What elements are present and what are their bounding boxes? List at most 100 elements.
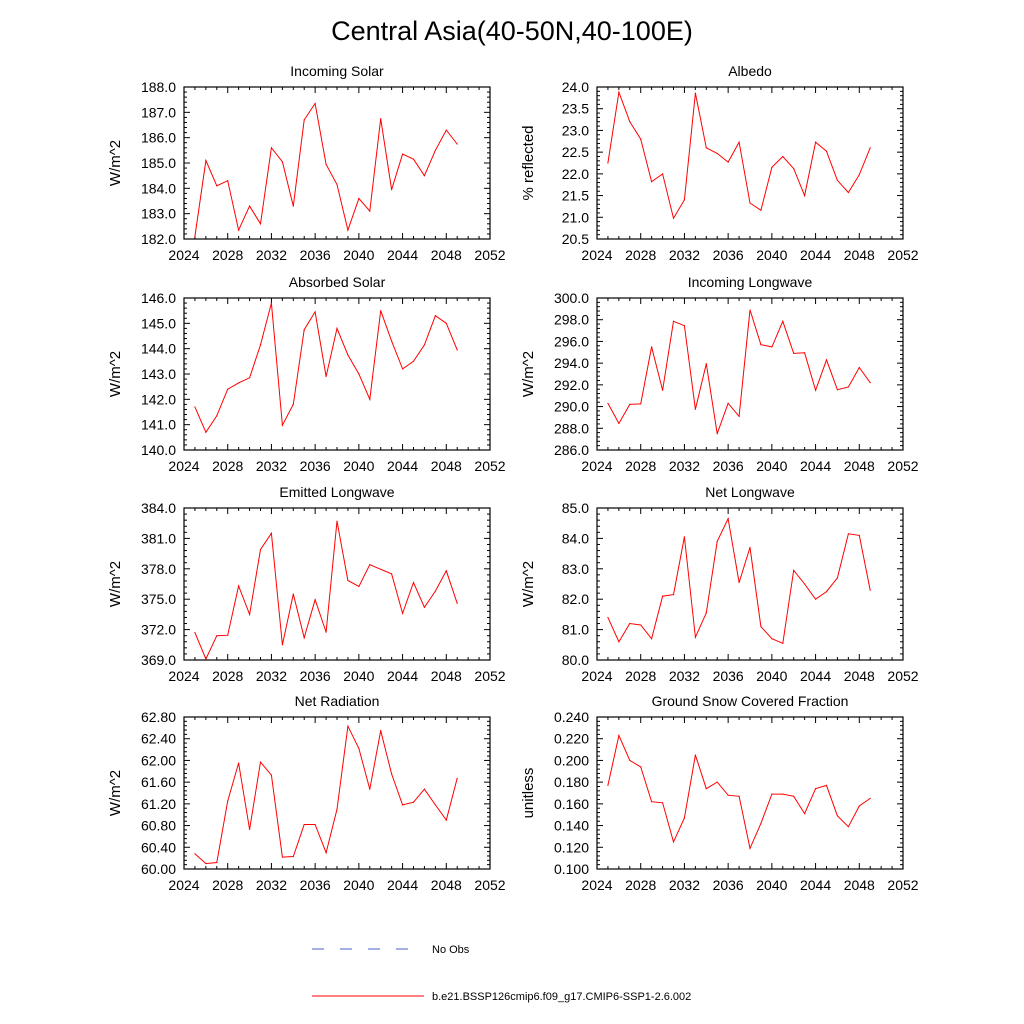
data-point [727, 518, 729, 520]
panel-title: Incoming Solar [290, 63, 384, 79]
panel-2: Absorbed Solar W/m^2 2024 2028 2032 2036 2040 2… [107, 274, 506, 474]
y-tick-label: 186.0 [141, 130, 176, 146]
data-point [607, 784, 609, 787]
data-point [358, 197, 360, 200]
data-point [194, 406, 196, 408]
data-point [194, 235, 196, 238]
data-point [672, 594, 675, 596]
x-tick-label: 2052 [474, 247, 505, 263]
y-axis-label: W/m^2 [107, 140, 124, 186]
data-point [205, 862, 207, 865]
y-tick-label: 286.0 [554, 442, 589, 458]
data-point [314, 102, 316, 105]
data-point [760, 822, 762, 825]
data-point [434, 315, 436, 317]
y-tick-label: 24.0 [562, 79, 589, 95]
data-point [738, 795, 740, 797]
y-tick-label: 288.0 [554, 420, 589, 436]
data-point [456, 602, 458, 604]
x-tick-label: 2032 [256, 877, 287, 893]
data-point [825, 591, 828, 593]
data-point [216, 861, 218, 864]
data-point [858, 366, 860, 369]
data-point [281, 161, 283, 163]
y-tick-label: 0.240 [554, 709, 589, 725]
panel-1: Albedo % reflected 2024 2028 2032 2036 2040 204… [520, 63, 919, 263]
data-point [194, 853, 196, 855]
data-point [270, 774, 273, 776]
panel-4: Emitted Longwave W/m^2 2024 2028 2032 2036 204… [107, 484, 506, 684]
y-tick-label: 0.180 [554, 774, 589, 790]
x-tick-label: 2044 [800, 877, 831, 893]
y-tick-label: 61.20 [141, 796, 176, 812]
data-point [793, 168, 795, 170]
plot-frame [596, 86, 904, 240]
series-line [607, 516, 871, 645]
data-point [672, 320, 675, 322]
legend-obs-label: No Obs [432, 944, 470, 956]
data-point [227, 634, 229, 636]
y-tick-label: 84.0 [562, 530, 589, 546]
x-tick-label: 2044 [387, 877, 418, 893]
data-point [303, 637, 305, 639]
data-point [683, 199, 686, 201]
y-tick-label: 60.40 [141, 839, 176, 855]
y-tick-label: 296.0 [554, 333, 589, 349]
data-point [661, 595, 664, 597]
x-tick-label: 2052 [887, 458, 918, 474]
series-line [194, 724, 458, 865]
x-tick-label: 2048 [844, 458, 875, 474]
data-point [651, 181, 653, 183]
y-axis-label: W/m^2 [107, 770, 124, 816]
series-line [607, 309, 871, 434]
y-tick-label: 62.40 [141, 731, 176, 747]
x-tick-label: 2028 [625, 247, 656, 263]
x-tick-label: 2028 [212, 247, 243, 263]
y-tick-label: 20.5 [562, 231, 589, 247]
data-point [434, 590, 436, 592]
data-point [793, 795, 795, 797]
y-tick-label: 82.0 [562, 591, 589, 607]
data-point [358, 373, 360, 375]
x-tick-label: 2052 [887, 247, 918, 263]
data-point [281, 644, 283, 646]
y-axis-label: unitless [520, 768, 537, 819]
data-point [661, 802, 664, 804]
data-point [683, 325, 686, 327]
data-point [194, 632, 196, 634]
x-tick-label: 2036 [713, 877, 744, 893]
series-line [607, 733, 871, 851]
y-tick-label: 384.0 [141, 500, 176, 516]
data-point [804, 352, 806, 354]
data-point [380, 310, 382, 312]
panel-3: Incoming Longwave W/m^2 2024 2028 2032 2036 20… [520, 274, 919, 474]
data-point [661, 389, 664, 391]
data-point [216, 415, 218, 417]
y-axis-label: % reflected [520, 125, 537, 200]
y-axis-label: W/m^2 [107, 561, 124, 607]
x-tick-label: 2052 [474, 458, 505, 474]
x-tick-label: 2036 [713, 668, 744, 684]
x-tick-label: 2048 [431, 668, 462, 684]
data-point [216, 185, 218, 187]
series-line [194, 302, 458, 434]
y-tick-label: 300.0 [554, 290, 589, 306]
x-tick-label: 2028 [625, 877, 656, 893]
data-point [727, 161, 729, 163]
data-point [445, 322, 447, 324]
data-point [869, 797, 871, 800]
data-point [607, 402, 609, 404]
y-tick-label: 294.0 [554, 355, 589, 371]
data-point [836, 179, 839, 181]
data-point [369, 788, 371, 790]
data-point [391, 573, 393, 575]
x-tick-label: 2024 [581, 458, 612, 474]
y-tick-label: 0.220 [554, 731, 589, 747]
data-point [847, 191, 849, 194]
data-point [292, 593, 294, 595]
data-point [325, 852, 327, 854]
data-point [858, 174, 860, 176]
data-point [445, 570, 447, 572]
data-point [672, 841, 675, 843]
data-point [607, 616, 609, 619]
